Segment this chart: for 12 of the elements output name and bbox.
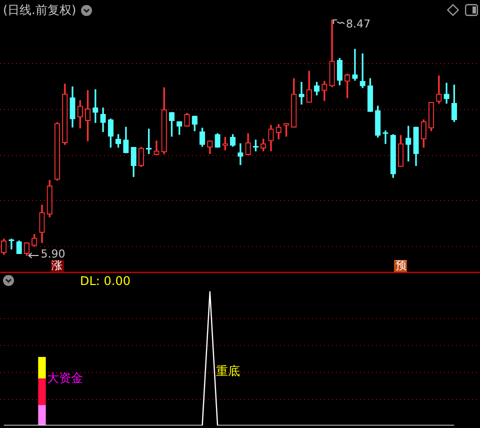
chart-title: (日线.前复权) xyxy=(3,3,76,17)
candlestick xyxy=(238,143,244,166)
series-label: 重底 xyxy=(216,364,240,378)
candlestick xyxy=(352,48,358,81)
text: 预 xyxy=(396,258,406,272)
series-label: 大资金 xyxy=(46,370,83,385)
text: 涨 xyxy=(52,258,62,272)
candlestick xyxy=(382,130,388,144)
candlestick xyxy=(444,82,450,104)
annotation: 8.47 xyxy=(346,18,371,31)
annotation: 5.90 xyxy=(40,247,66,260)
chart-subtitle: DL: 0.00 xyxy=(80,274,131,288)
